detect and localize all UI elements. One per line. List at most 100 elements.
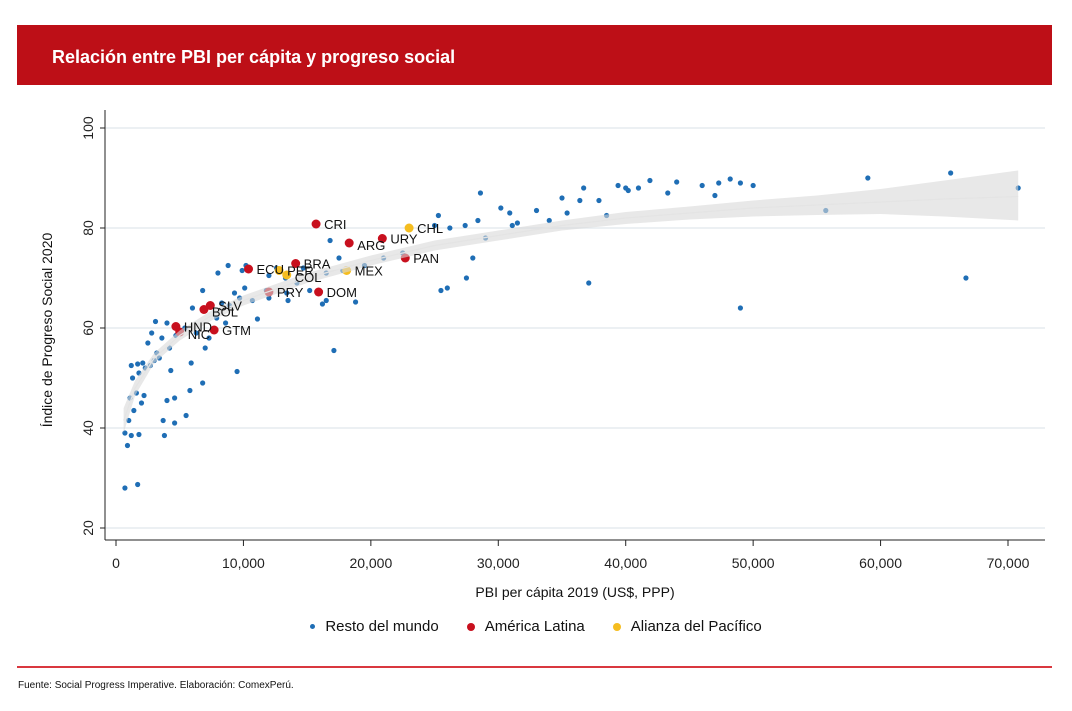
data-point-resto — [300, 265, 306, 271]
y-tick-label: 100 — [80, 116, 96, 140]
data-point-resto — [438, 287, 444, 294]
data-point-resto — [231, 290, 238, 296]
label-bra: BRA — [304, 257, 331, 272]
data-point-resto — [206, 335, 212, 341]
legend-label: Resto del mundo — [325, 618, 439, 635]
legend-item-resto: Resto del mundo — [310, 618, 439, 635]
data-point-chl — [404, 223, 414, 233]
data-point-resto — [444, 285, 450, 291]
data-point-dom — [314, 287, 324, 297]
label-ecu: ECU — [257, 262, 284, 277]
label-per: PER — [287, 264, 314, 279]
data-point-resto — [183, 412, 189, 419]
legend-label: América Latina — [484, 618, 585, 635]
data-point-resto — [284, 290, 290, 296]
data-point-resto — [559, 195, 565, 201]
data-point-resto — [254, 316, 261, 322]
data-point-resto — [164, 397, 170, 404]
data-point-resto — [135, 361, 141, 367]
data-point-resto — [187, 387, 193, 394]
data-point-resto — [665, 190, 671, 196]
x-tick-label: 60,000 — [859, 555, 902, 571]
data-point-resto — [750, 182, 756, 189]
title-banner: Relación entre PBI per cápita y progreso… — [17, 25, 1052, 85]
data-point-resto — [138, 400, 145, 406]
data-point-resto — [712, 192, 718, 199]
gridlines — [105, 127, 1045, 529]
data-point-resto — [188, 360, 194, 366]
data-point-resto — [963, 275, 969, 281]
label-hnd: HND — [184, 320, 212, 335]
legend-item-latam: América Latina — [466, 618, 585, 635]
label-arg: ARG — [357, 238, 385, 253]
data-point-per — [274, 266, 284, 275]
data-point-resto — [865, 175, 871, 181]
label-pan: PAN — [413, 251, 439, 266]
data-point-resto — [172, 420, 178, 426]
data-point-resto — [327, 237, 333, 244]
data-point-resto — [625, 187, 631, 194]
legend-marker-icon — [466, 622, 475, 631]
legend-marker-icon — [612, 622, 621, 631]
data-point-resto — [647, 177, 653, 184]
axes: 20 40 60 80 100 0 10,000 20,000 30,000 40,000 50,0… — [80, 110, 1045, 571]
data-point-resto — [635, 185, 642, 191]
series-resto-del-mundo — [122, 170, 1021, 491]
data-point-resto — [124, 442, 131, 449]
data-point-resto — [215, 270, 221, 276]
data-point-resto — [266, 272, 272, 279]
data-point-resto — [141, 392, 147, 399]
label-slv: SLV — [218, 299, 242, 314]
data-point-cri — [311, 219, 321, 229]
y-tick-label: 40 — [80, 420, 96, 436]
x-tick-label: 40,000 — [604, 555, 647, 571]
data-point-resto — [514, 220, 521, 226]
data-point-resto — [140, 360, 146, 366]
data-point-resto — [145, 340, 151, 346]
data-point-resto — [716, 180, 722, 186]
x-tick-label: 30,000 — [477, 555, 520, 571]
data-point-resto — [509, 222, 515, 229]
legend-marker-icon — [310, 624, 316, 629]
data-point-resto — [596, 197, 602, 204]
data-point-bol — [199, 305, 209, 314]
data-point-resto — [533, 207, 540, 214]
data-point-resto — [447, 225, 453, 231]
data-point-col — [282, 270, 292, 280]
data-point-resto — [161, 432, 168, 439]
data-point-resto — [507, 210, 513, 216]
data-point-resto — [219, 300, 225, 306]
data-point-resto — [234, 368, 240, 375]
confidence-band-area — [123, 170, 1019, 433]
data-point-resto — [727, 176, 733, 182]
data-point-ecu — [244, 264, 254, 274]
legend: Resto del mundo América Latina Alianza d… — [0, 618, 1072, 635]
data-point-resto — [200, 287, 206, 294]
data-point-resto — [331, 347, 337, 354]
data-point-resto — [463, 275, 470, 281]
label-chl: CHL — [417, 221, 443, 236]
data-point-resto — [699, 182, 705, 189]
data-point-resto — [222, 320, 229, 326]
data-point-resto — [323, 297, 329, 304]
data-point-resto — [546, 217, 552, 224]
data-point-bra — [291, 259, 301, 268]
data-point-resto — [431, 222, 438, 229]
data-point-resto — [128, 432, 134, 439]
data-point-resto — [160, 417, 166, 424]
data-point-resto — [307, 287, 313, 294]
label-pry: PRY — [277, 285, 304, 300]
x-tick-label: 0 — [112, 555, 120, 571]
data-point-resto — [189, 305, 196, 311]
x-tick-label: 70,000 — [987, 555, 1030, 571]
data-point-resto — [193, 330, 199, 336]
data-point-resto — [172, 395, 178, 401]
data-point-resto — [470, 255, 476, 261]
fit-line — [123, 195, 1019, 421]
data-point-resto — [737, 180, 744, 186]
data-point-resto — [225, 262, 231, 269]
data-point-resto — [242, 285, 248, 291]
data-point-resto — [498, 205, 504, 211]
